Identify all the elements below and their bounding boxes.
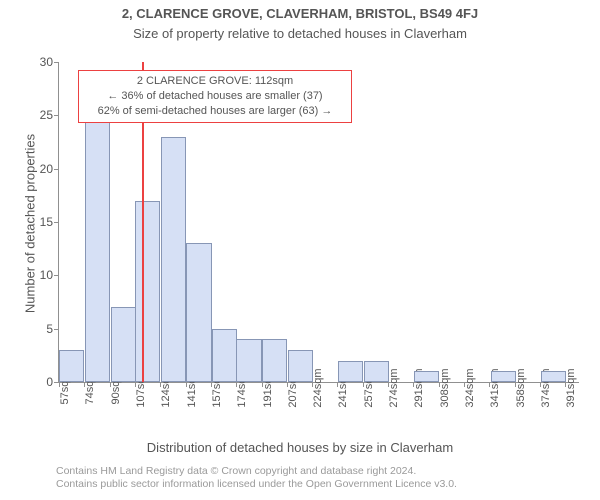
y-tick-mark — [54, 275, 59, 276]
x-tick-label: 391sqm — [565, 368, 577, 407]
x-tick-mark — [489, 382, 490, 387]
info-line-3: 62% of semi-detached houses are larger (… — [85, 104, 345, 119]
x-tick-mark — [388, 382, 389, 387]
x-tick-label: 308sqm — [439, 368, 451, 407]
x-tick-mark — [337, 382, 338, 387]
info-line-1: 2 CLARENCE GROVE: 112sqm — [85, 74, 345, 89]
x-tick-label: 358sqm — [515, 368, 527, 407]
attribution-line-1: Contains HM Land Registry data © Crown c… — [56, 465, 457, 478]
x-tick-mark — [110, 382, 111, 387]
histogram-bar — [85, 115, 110, 382]
info-box: 2 CLARENCE GROVE: 112sqm ← 36% of detach… — [78, 70, 352, 123]
x-tick-mark — [160, 382, 161, 387]
x-tick-mark — [59, 382, 60, 387]
histogram-bar — [288, 350, 313, 382]
histogram-bar — [338, 361, 363, 382]
chart-container: { "layout": { "width": 600, "height": 50… — [0, 0, 600, 500]
x-tick-mark — [540, 382, 541, 387]
y-tick-mark — [54, 62, 59, 63]
x-tick-mark — [186, 382, 187, 387]
x-tick-mark — [211, 382, 212, 387]
chart-title: 2, CLARENCE GROVE, CLAVERHAM, BRISTOL, B… — [0, 6, 600, 21]
chart-subtitle: Size of property relative to detached ho… — [0, 26, 600, 41]
y-axis-label: Number of detached properties — [23, 74, 38, 374]
x-tick-mark — [84, 382, 85, 387]
histogram-bar — [491, 371, 516, 382]
histogram-bar — [161, 137, 186, 382]
x-tick-mark — [312, 382, 313, 387]
x-tick-mark — [236, 382, 237, 387]
histogram-bar — [236, 339, 261, 382]
x-tick-mark — [413, 382, 414, 387]
x-tick-mark — [464, 382, 465, 387]
attribution: Contains HM Land Registry data © Crown c… — [56, 465, 457, 491]
histogram-bar — [135, 201, 160, 382]
y-tick-mark — [54, 222, 59, 223]
x-tick-mark — [565, 382, 566, 387]
histogram-bar — [364, 361, 389, 382]
histogram-bar — [414, 371, 439, 382]
histogram-bar — [262, 339, 287, 382]
x-tick-mark — [287, 382, 288, 387]
x-tick-mark — [363, 382, 364, 387]
histogram-bar — [111, 307, 136, 382]
y-tick-mark — [54, 329, 59, 330]
x-tick-mark — [515, 382, 516, 387]
histogram-bar — [186, 243, 211, 382]
x-tick-mark — [439, 382, 440, 387]
y-tick-mark — [54, 169, 59, 170]
x-tick-mark — [135, 382, 136, 387]
histogram-bar — [59, 350, 84, 382]
info-line-2: ← 36% of detached houses are smaller (37… — [85, 89, 345, 104]
x-tick-mark — [262, 382, 263, 387]
histogram-bar — [212, 329, 237, 382]
y-tick-mark — [54, 115, 59, 116]
x-tick-label: 224sqm — [312, 368, 324, 407]
x-tick-label: 324sqm — [464, 368, 476, 407]
attribution-line-2: Contains public sector information licen… — [56, 478, 457, 491]
histogram-bar — [541, 371, 566, 382]
x-tick-label: 274sqm — [388, 368, 400, 407]
x-axis-label: Distribution of detached houses by size … — [0, 440, 600, 455]
